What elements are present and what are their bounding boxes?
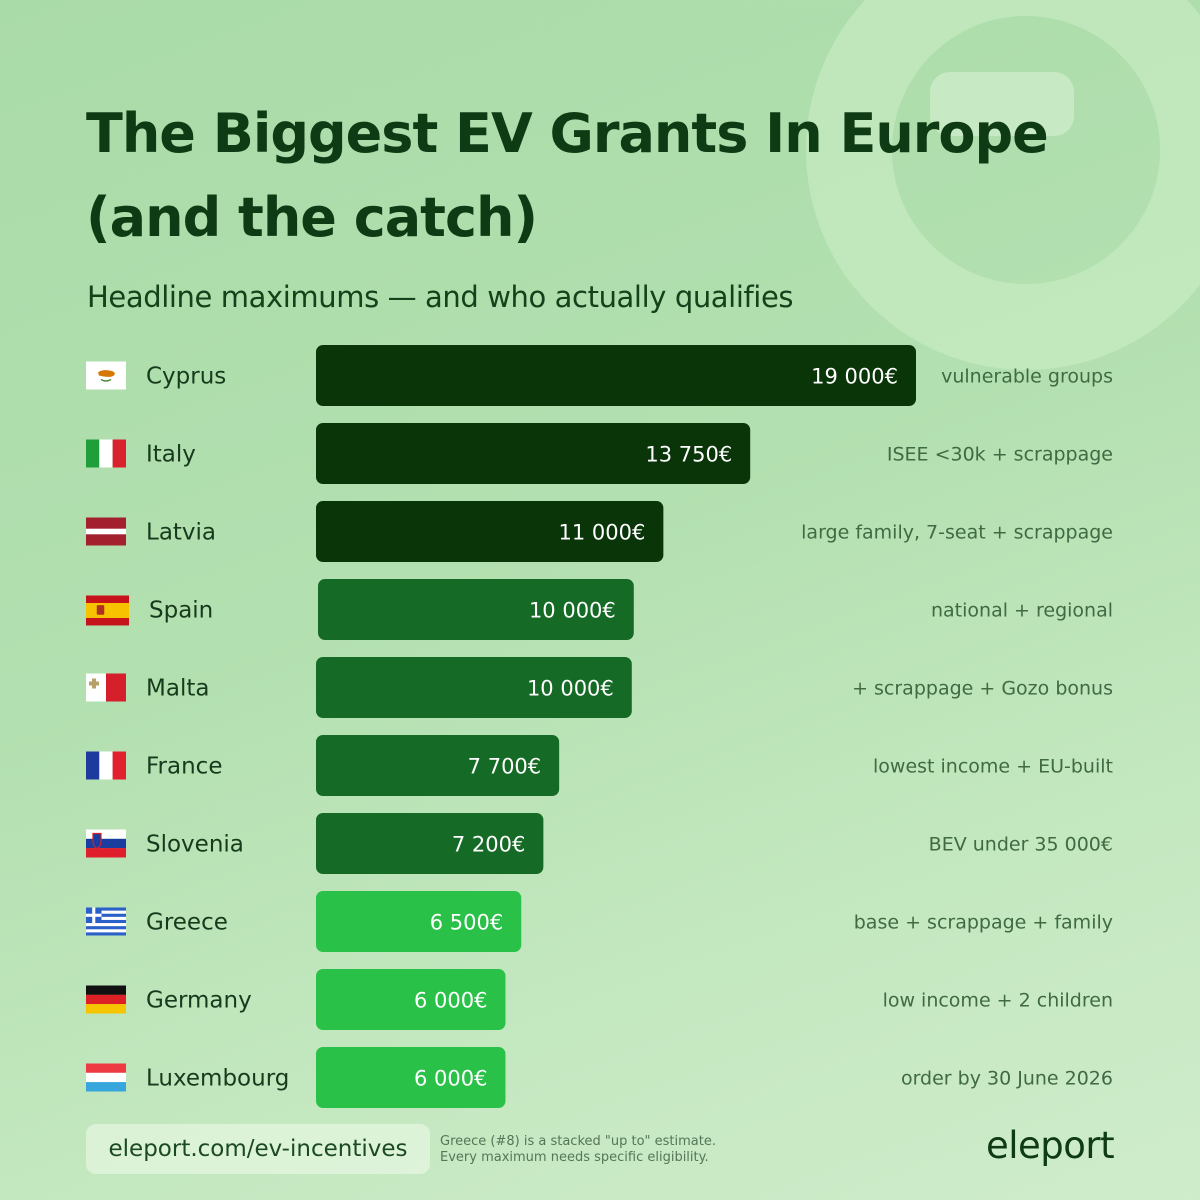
background-bar-decoration xyxy=(930,72,1074,136)
cyprus-flag-icon xyxy=(86,361,126,390)
eligibility-note: lowest income + EU-built xyxy=(873,756,1113,778)
title-line-1: The Biggest EV Grants In Europe xyxy=(86,102,1049,165)
eligibility-note: BEV under 35 000€ xyxy=(929,834,1113,856)
eligibility-note: ISEE <30k + scrappage xyxy=(887,444,1113,466)
bar xyxy=(316,657,632,718)
bar xyxy=(316,1047,506,1108)
footer-note: Greece (#8) is a stacked "up to" estimat… xyxy=(440,1134,760,1166)
bar-value-label: 19 000€ xyxy=(811,365,898,389)
bar xyxy=(316,813,544,874)
category-label: Latvia xyxy=(146,520,216,546)
category-label: Germany xyxy=(146,988,252,1014)
eligibility-note: large family, 7-seat + scrappage xyxy=(801,522,1113,544)
bar xyxy=(316,735,560,796)
italy-flag-icon xyxy=(86,439,126,468)
chart-row: Malta 10 000€ + scrappage + Gozo bonus xyxy=(86,657,1113,718)
category-label: Luxembourg xyxy=(146,1066,289,1092)
bar xyxy=(316,423,751,484)
eligibility-note: vulnerable groups xyxy=(941,366,1113,388)
chart-row: France 7 700€ lowest income + EU-built xyxy=(86,735,1113,796)
bar xyxy=(316,345,916,406)
category-label: Greece xyxy=(146,910,228,936)
eligibility-note: order by 30 June 2026 xyxy=(901,1068,1113,1090)
spain-flag-icon xyxy=(86,595,129,626)
chart-row: Cyprus 19 000€ vulnerable groups xyxy=(86,345,1113,406)
bar-value-label: 6 000€ xyxy=(414,989,487,1013)
bar xyxy=(316,891,522,952)
bar-value-label: 10 000€ xyxy=(527,677,614,701)
chart-row: Latvia 11 000€ large family, 7-seat + scra… xyxy=(86,501,1113,562)
chart-row: Spain 10 000€ national + regional xyxy=(86,579,1113,640)
chart-row: Luxembourg 6 000€ order by 30 June 2026 xyxy=(86,1047,1113,1108)
bar xyxy=(316,501,664,562)
latvia-flag-icon xyxy=(86,517,126,546)
bar-value-label: 7 200€ xyxy=(452,833,525,857)
category-label: Cyprus xyxy=(146,364,226,390)
chart-row: Germany 6 000€ low income + 2 children xyxy=(86,969,1113,1030)
greece-flag-icon xyxy=(86,907,126,936)
eligibility-note: base + scrappage + family xyxy=(854,912,1113,934)
chart-row: Italy 13 750€ ISEE <30k + scrappage xyxy=(86,423,1113,484)
chart-row: Greece 6 500€ base + scrappage + family xyxy=(86,891,1113,952)
slovenia-flag-icon xyxy=(86,829,126,858)
chart-title: The Biggest EV Grants In Europe (and the… xyxy=(86,92,1066,260)
eligibility-note: national + regional xyxy=(931,600,1113,622)
malta-flag-icon xyxy=(86,673,126,702)
chart-subtitle: Headline maximums — and who actually qua… xyxy=(87,280,794,314)
bar xyxy=(318,579,634,640)
france-flag-icon xyxy=(86,751,126,780)
category-label: Slovenia xyxy=(146,832,244,858)
category-label: Malta xyxy=(146,676,209,702)
title-line-2: (and the catch) xyxy=(86,186,538,249)
footer-note-line-2: Every maximum needs specific eligibility… xyxy=(440,1150,709,1165)
category-label: Italy xyxy=(146,442,196,468)
eleport-logo: eleport xyxy=(986,1124,1115,1167)
bar xyxy=(316,969,506,1030)
bar-value-label: 6 000€ xyxy=(414,1067,487,1091)
bar-value-label: 11 000€ xyxy=(559,521,646,545)
category-label: Spain xyxy=(149,598,213,624)
luxembourg-flag-icon xyxy=(86,1063,126,1092)
germany-flag-icon xyxy=(86,985,126,1014)
bar-value-label: 6 500€ xyxy=(430,911,503,935)
chart-row: Slovenia 7 200€ BEV under 35 000€ xyxy=(86,813,1113,874)
bar-value-label: 13 750€ xyxy=(645,443,732,467)
bar-value-label: 7 700€ xyxy=(468,755,541,779)
category-label: France xyxy=(146,754,222,780)
website-link[interactable]: eleport.com/ev-incentives xyxy=(86,1124,430,1174)
eligibility-note: + scrappage + Gozo bonus xyxy=(852,678,1113,700)
eligibility-note: low income + 2 children xyxy=(883,990,1113,1012)
bar-value-label: 10 000€ xyxy=(529,599,616,623)
footer-note-line-1: Greece (#8) is a stacked "up to" estimat… xyxy=(440,1134,716,1149)
